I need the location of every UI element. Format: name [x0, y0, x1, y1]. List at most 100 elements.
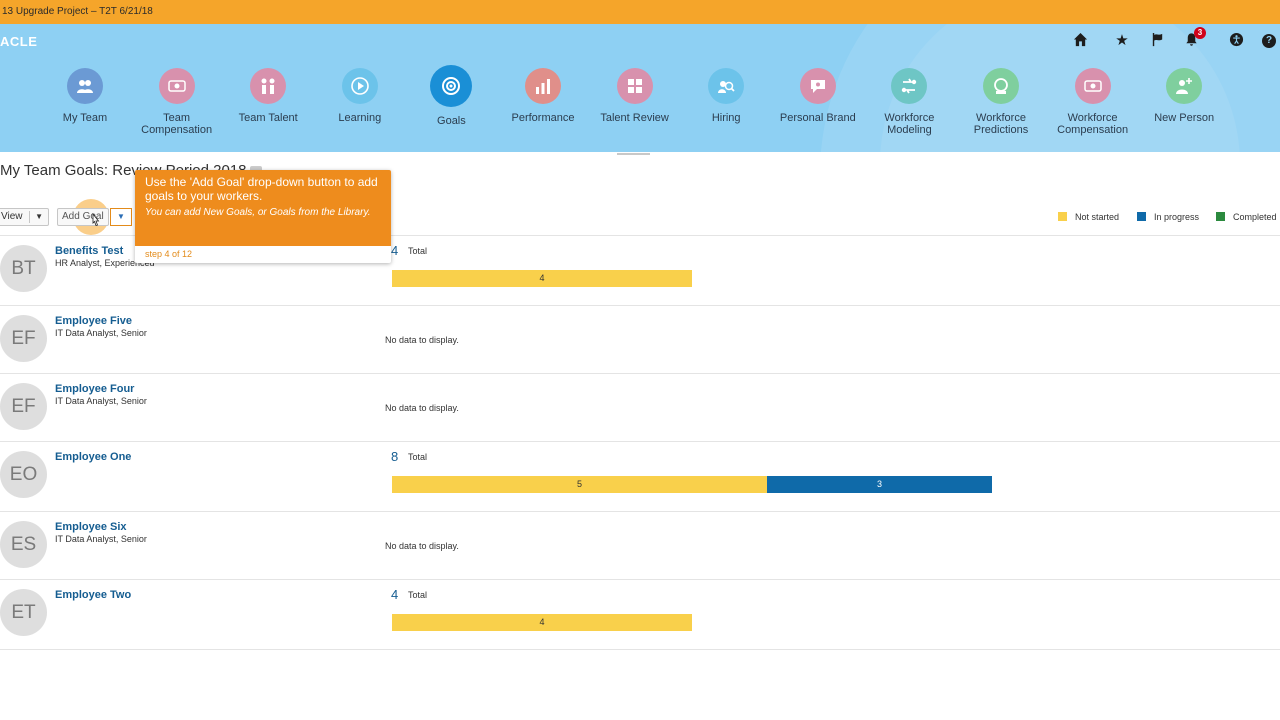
- talent-icon: [250, 68, 287, 104]
- accessibility-icon[interactable]: [1227, 32, 1245, 50]
- divider: [0, 373, 1280, 374]
- nav-team-compensation[interactable]: Team Compensation: [132, 68, 222, 136]
- goal-total-label: Total: [408, 452, 428, 462]
- bar-segment-in-progress[interactable]: 3: [767, 476, 992, 493]
- bar-segment-not-started[interactable]: 4: [392, 614, 692, 631]
- divider: [29, 211, 30, 223]
- nav-team-talent[interactable]: Team Talent: [223, 68, 313, 124]
- callout-body: Use the 'Add Goal' drop-down button to a…: [135, 170, 391, 246]
- legend-swatch: [1058, 212, 1067, 222]
- nav-label: Talent Review: [600, 112, 669, 124]
- divider: [0, 235, 1280, 236]
- callout-sub-text: You can add New Goals, or Goals from the…: [145, 207, 371, 218]
- divider: [0, 649, 1280, 650]
- no-data-message: No data to display.: [385, 335, 459, 345]
- employee-name-link[interactable]: Employee Six: [55, 521, 127, 533]
- divider: [0, 305, 1280, 306]
- guided-tour-callout[interactable]: Use the 'Add Goal' drop-down button to a…: [135, 170, 391, 263]
- bar-segment-not-started[interactable]: 5: [392, 476, 767, 493]
- employee-job-title: IT Data Analyst, Senior: [55, 534, 147, 544]
- view-menu-button[interactable]: View ▼: [0, 208, 49, 226]
- legend-item: In progress: [1137, 212, 1199, 222]
- nav-performance[interactable]: Performance: [498, 68, 588, 124]
- goal-total-count: 8: [391, 449, 399, 464]
- divider: [0, 441, 1280, 442]
- grid-icon: [616, 68, 653, 104]
- goal-status-bar: 4: [392, 270, 692, 287]
- nav-my-team[interactable]: My Team: [40, 68, 130, 124]
- new-person-icon: [1166, 68, 1203, 104]
- table-row: EO Employee One 8 Total 5 3: [0, 442, 1280, 512]
- add-goal-button[interactable]: Add Goal: [57, 208, 109, 226]
- brand-logo: ACLE: [0, 34, 38, 49]
- nav-label: Hiring: [711, 112, 741, 124]
- employee-job-title: IT Data Analyst, Senior: [55, 328, 147, 338]
- nav-label: Personal Brand: [779, 112, 856, 124]
- nav-label: Performance: [511, 112, 575, 124]
- chevron-down-icon: ▼: [35, 212, 43, 221]
- employee-job-title: HR Analyst, Experienced: [55, 258, 155, 268]
- people-icon: [67, 68, 103, 104]
- goal-total-count: 4: [391, 243, 399, 258]
- window-title-bar: 13 Upgrade Project – T2T 6/21/18: [0, 0, 1280, 24]
- divider: [0, 579, 1280, 580]
- nav-workforce-predictions[interactable]: Workforce Predictions: [956, 68, 1046, 136]
- money-icon: [158, 68, 195, 104]
- goal-total-label: Total: [408, 590, 428, 600]
- avatar: EF: [0, 315, 47, 362]
- favorites-star-icon[interactable]: ★: [1115, 32, 1129, 49]
- nav-label: Team Compensation: [141, 112, 213, 136]
- nav-label: My Team: [62, 112, 108, 124]
- employee-name-link[interactable]: Employee Five: [55, 315, 133, 327]
- legend-label: In progress: [1154, 212, 1200, 222]
- nav-workforce-compensation[interactable]: Workforce Compensation: [1048, 68, 1138, 136]
- help-icon[interactable]: ?: [1262, 34, 1276, 48]
- goal-total-count: 4: [391, 587, 399, 602]
- nav-personal-brand[interactable]: Personal Brand: [773, 68, 863, 124]
- no-data-message: No data to display.: [385, 403, 459, 413]
- modeling-icon: [891, 68, 928, 104]
- notifications-count-badge: 3: [1194, 27, 1206, 39]
- goal-total-label: Total: [408, 246, 428, 256]
- avatar: EF: [0, 383, 47, 430]
- nav-learning[interactable]: Learning: [315, 68, 405, 124]
- divider: [0, 511, 1280, 512]
- nav-talent-review[interactable]: Talent Review: [590, 68, 680, 124]
- no-data-message: No data to display.: [385, 541, 459, 551]
- nav-label: Workforce Predictions: [973, 112, 1029, 136]
- nav-hiring[interactable]: Hiring: [681, 68, 771, 124]
- table-row: ES Employee Six IT Data Analyst, Senior No …: [0, 512, 1280, 580]
- nav-new-person[interactable]: New Person: [1139, 68, 1229, 124]
- home-icon[interactable]: [1071, 32, 1089, 50]
- employee-name-link[interactable]: Employee Four: [55, 383, 135, 395]
- employee-job-title: IT Data Analyst, Senior: [55, 396, 147, 406]
- nav-label: Workforce Compensation: [1057, 112, 1129, 136]
- add-goal-dropdown-button[interactable]: ▼: [110, 208, 132, 226]
- window-title: 13 Upgrade Project – T2T 6/21/18: [2, 6, 153, 17]
- callout-step-indicator: step 4 of 12: [145, 249, 193, 259]
- legend-item: Not started: [1058, 212, 1119, 222]
- hiring-icon: [708, 68, 745, 104]
- nav-label: Goals: [437, 115, 466, 127]
- bar-segment-not-started[interactable]: 4: [392, 270, 692, 287]
- mouse-cursor-icon: [92, 213, 100, 227]
- notifications-bell-icon[interactable]: 3: [1182, 27, 1206, 50]
- nav-goals[interactable]: Goals: [406, 65, 496, 127]
- avatar: EO: [0, 451, 47, 498]
- nav-workforce-modeling[interactable]: Workforce Modeling: [864, 68, 954, 136]
- nav-label: Learning: [338, 112, 382, 124]
- avatar: ES: [0, 521, 47, 568]
- avatar: BT: [0, 245, 47, 292]
- employee-name-link[interactable]: Employee Two: [55, 589, 132, 601]
- avatar: ET: [0, 589, 47, 636]
- employee-name-link[interactable]: Benefits Test: [55, 245, 124, 257]
- nav-label: Workforce Modeling: [884, 112, 935, 136]
- nav-label: Team Talent: [238, 112, 298, 124]
- money-icon: [1074, 68, 1111, 104]
- employee-name-link[interactable]: Employee One: [55, 451, 132, 463]
- flag-icon[interactable]: [1148, 32, 1166, 50]
- panel-drag-handle[interactable]: [617, 153, 650, 155]
- legend-label: Not started: [1075, 212, 1120, 222]
- table-row: ET Employee Two 4 Total 4: [0, 580, 1280, 650]
- nav-label: New Person: [1154, 112, 1215, 124]
